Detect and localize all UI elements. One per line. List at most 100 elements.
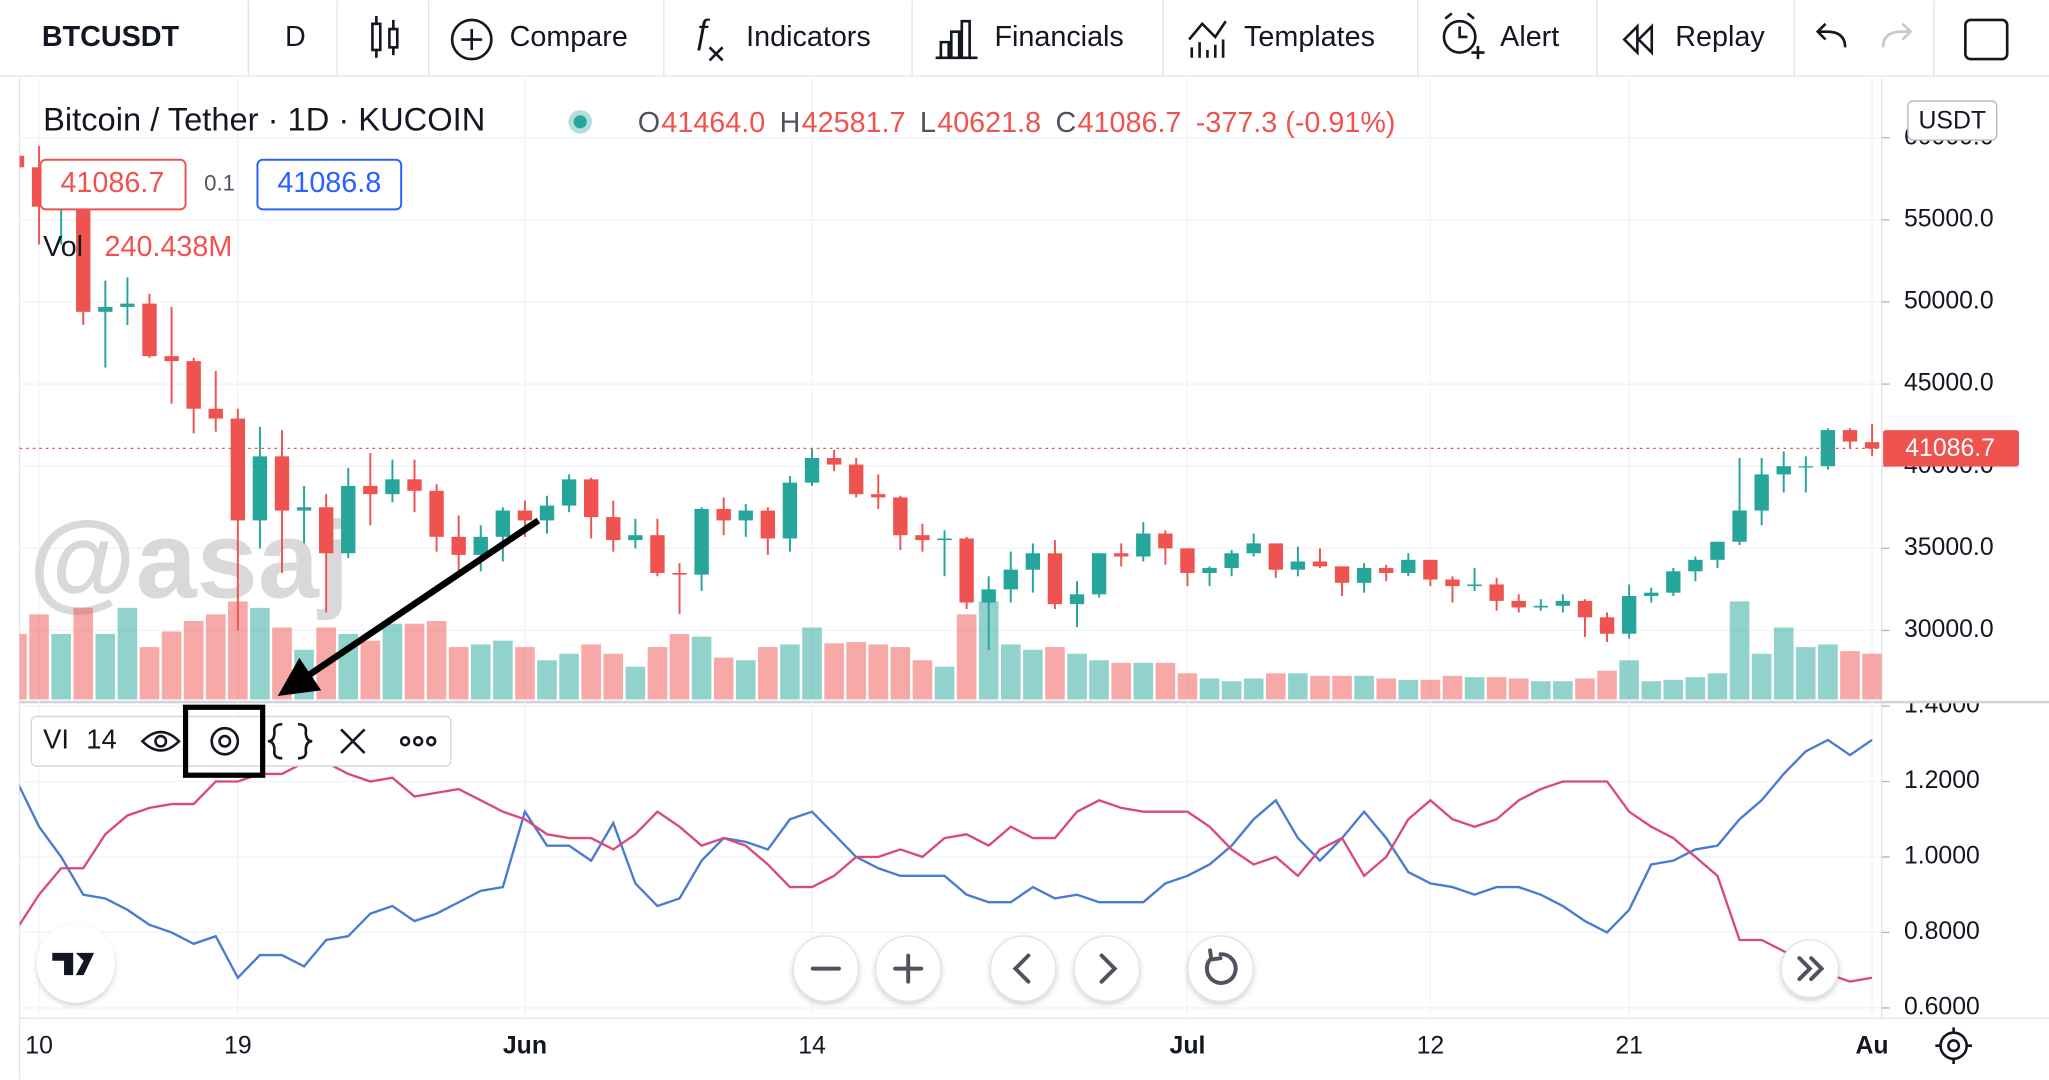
ohlc-key: L bbox=[920, 107, 936, 139]
more-icon[interactable] bbox=[399, 736, 437, 747]
y-tick-label: 1.4000 bbox=[1904, 692, 1980, 719]
ask-box[interactable] bbox=[256, 158, 403, 211]
volume-bar bbox=[846, 641, 866, 700]
settings-icon[interactable] bbox=[210, 726, 240, 756]
volume-bar bbox=[448, 647, 469, 700]
candle-body bbox=[1423, 559, 1438, 580]
candle-body bbox=[1710, 541, 1725, 560]
volume-bar bbox=[1531, 681, 1551, 700]
templates-icon[interactable] bbox=[1188, 20, 1227, 58]
bid-box[interactable] bbox=[39, 158, 187, 211]
candle-body bbox=[606, 517, 621, 541]
scroll-left[interactable] bbox=[989, 935, 1057, 1002]
candles-icon[interactable] bbox=[371, 15, 399, 58]
y-tick-label: 1.0000 bbox=[1904, 843, 1980, 870]
candle-body bbox=[1754, 474, 1769, 511]
volume-bar bbox=[95, 633, 116, 700]
reset[interactable] bbox=[1187, 935, 1254, 1002]
toolbar-button[interactable]: Replay bbox=[1675, 21, 1765, 53]
candle-body bbox=[871, 494, 886, 498]
ohlc-legend: O 41464.0 H 42581.7 L 40621.8 C 41086.7 -377.3 (… bbox=[638, 107, 1396, 139]
currency-box[interactable] bbox=[1907, 100, 1998, 141]
volume-bar bbox=[1840, 651, 1860, 700]
toolbar-buttons: Compare Indicators Financials Templates Aler… bbox=[510, 21, 1766, 53]
volume-bar bbox=[1023, 649, 1043, 700]
volume-bar bbox=[1641, 681, 1662, 700]
candle-body bbox=[1467, 584, 1482, 587]
y-tick-label: 55000.0 bbox=[1904, 205, 1994, 232]
candle-body bbox=[517, 510, 533, 521]
candle-body bbox=[1511, 600, 1526, 608]
toolbar-button[interactable]: Compare bbox=[510, 21, 628, 53]
toolbar-button[interactable]: Indicators bbox=[746, 21, 871, 53]
volume-bar bbox=[426, 621, 447, 700]
x-tick-label: Jun bbox=[503, 1033, 547, 1060]
candle-body bbox=[385, 479, 400, 495]
x-tick-label: 12 bbox=[1417, 1033, 1445, 1060]
toolbar-button[interactable]: Alert bbox=[1500, 21, 1559, 53]
ask[interactable]: 41086.8 bbox=[277, 167, 381, 199]
candle-body bbox=[672, 572, 687, 575]
toolbar-button[interactable]: Templates bbox=[1244, 21, 1375, 53]
volume-bar bbox=[1729, 601, 1750, 700]
candle-body bbox=[98, 306, 113, 312]
candle-body bbox=[1445, 579, 1460, 587]
candle-body bbox=[451, 536, 466, 555]
candle-body bbox=[1688, 559, 1703, 572]
time-settings[interactable] bbox=[1935, 1027, 1972, 1065]
scroll-right[interactable] bbox=[1073, 935, 1141, 1002]
y-tick-label: 45000.0 bbox=[1904, 370, 1994, 397]
volume-bar bbox=[1751, 653, 1772, 700]
volume-bar bbox=[1575, 678, 1595, 700]
bid[interactable]: 41086.7 bbox=[60, 167, 164, 199]
volume-bar bbox=[912, 660, 933, 700]
volume-bar bbox=[272, 627, 292, 700]
indicators-icon[interactable]: ƒ bbox=[693, 13, 724, 62]
candle-body bbox=[164, 356, 179, 362]
scroll-latest[interactable] bbox=[1780, 939, 1840, 999]
tv-logo[interactable] bbox=[36, 924, 115, 1003]
y-tick-label: 35000.0 bbox=[1904, 534, 1994, 561]
volume-bar bbox=[1288, 673, 1308, 700]
replay-icon[interactable] bbox=[1622, 23, 1654, 56]
toolbar-button[interactable]: Financials bbox=[994, 21, 1123, 53]
vi-axis: 1.4000 1.2000 1.0000 0.8000 0.6000 bbox=[1881, 692, 1980, 1014]
fullscreen-icon[interactable] bbox=[1964, 18, 2009, 61]
interval[interactable]: D bbox=[285, 21, 306, 53]
eye-icon[interactable] bbox=[140, 730, 181, 752]
x-tick-label: 19 bbox=[224, 1033, 252, 1060]
symbol[interactable]: BTCUSDT bbox=[42, 21, 180, 53]
candle-body bbox=[716, 508, 731, 521]
volume-bar bbox=[1818, 644, 1838, 700]
vol-value: 240.438M bbox=[105, 231, 233, 263]
volume-bar bbox=[1796, 647, 1816, 700]
volume-bar bbox=[1177, 673, 1198, 700]
candle-body bbox=[1158, 533, 1173, 549]
volume-bar bbox=[802, 627, 822, 700]
volume-bar bbox=[956, 614, 977, 700]
compare-icon[interactable] bbox=[450, 18, 493, 61]
zoom-in[interactable] bbox=[874, 935, 942, 1002]
price-axis: 60000.055000.050000.045000.040000.035000… bbox=[1881, 100, 2019, 643]
undo-icon[interactable] bbox=[1815, 22, 1847, 48]
financials-icon[interactable] bbox=[935, 19, 978, 60]
zoom-out[interactable] bbox=[792, 935, 860, 1002]
volume-bar bbox=[1155, 662, 1176, 700]
candle-body bbox=[1356, 568, 1372, 583]
volume-bar bbox=[978, 601, 999, 700]
ohlc-key: C bbox=[1055, 107, 1076, 139]
candle-body bbox=[1489, 584, 1504, 601]
candle-body bbox=[274, 456, 290, 511]
volume-bar bbox=[139, 647, 160, 700]
alert-icon[interactable] bbox=[1442, 12, 1485, 60]
ohlc-value: 42581.7 bbox=[802, 107, 906, 139]
candle-body bbox=[760, 510, 776, 539]
candle-body bbox=[1091, 553, 1107, 595]
redo-icon[interactable] bbox=[1881, 22, 1913, 48]
volume-bar bbox=[669, 633, 690, 700]
volume-bar bbox=[735, 660, 756, 700]
remove-icon[interactable] bbox=[340, 728, 366, 754]
source-icon[interactable] bbox=[267, 722, 313, 760]
currency[interactable]: USDT bbox=[1919, 107, 1987, 134]
